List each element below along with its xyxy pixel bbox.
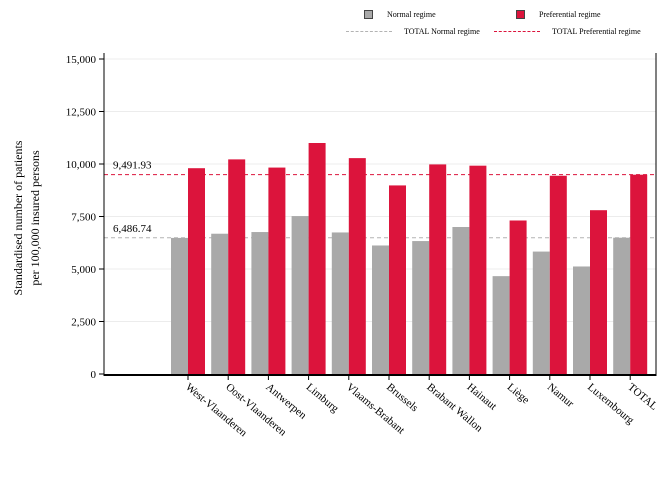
bars [171, 143, 648, 374]
x-tick-label: TOTAL [625, 381, 660, 413]
legend-preferential-regime: Preferential regime [516, 10, 601, 19]
bar-normal [532, 251, 550, 374]
legend-normal-regime: Normal regime [364, 10, 436, 19]
bar-normal [251, 232, 269, 374]
y-axis-title: Standardised number of patients [11, 140, 25, 295]
x-tick-label: Namur [545, 381, 576, 410]
x-tick-label: Brussels [384, 381, 420, 414]
bar-normal [211, 233, 229, 374]
y-tick-label: 0 [91, 369, 97, 381]
bar-preferential [228, 159, 246, 374]
legend-dash-preferential [494, 31, 540, 32]
reference-line-label: 9,491.93 [113, 160, 152, 172]
y-axis-title-line2: per 100,000 insured persons [28, 150, 42, 286]
x-tick-label: Limburg [304, 381, 341, 415]
legend-label-total-normal: TOTAL Normal regime [404, 27, 480, 36]
y-tick-label: 5,000 [71, 264, 96, 276]
legend-label-preferential: Preferential regime [539, 10, 601, 19]
bar-normal [613, 237, 631, 374]
bar-preferential [308, 143, 326, 374]
y-tick-label: 10,000 [66, 159, 97, 171]
legend-dash-normal [346, 31, 392, 32]
bar-preferential [549, 175, 567, 374]
legend-swatch-normal [364, 10, 373, 19]
bar-preferential [469, 165, 487, 374]
legend-label-normal: Normal regime [387, 10, 436, 19]
y-tick-label: 12,500 [66, 107, 97, 119]
bar-normal [573, 266, 590, 374]
bar-preferential [429, 164, 447, 374]
bar-preferential [188, 168, 205, 374]
bar-normal [492, 276, 510, 374]
bar-preferential [348, 158, 366, 374]
bar-preferential [268, 167, 286, 374]
bar-normal [171, 237, 188, 374]
bar-normal [452, 227, 470, 374]
x-tick-label: Hainaut [464, 381, 498, 413]
bar-normal [372, 245, 389, 374]
bar-normal [331, 232, 349, 374]
legend-total-preferential: TOTAL Preferential regime [494, 27, 641, 36]
legend-total-normal: TOTAL Normal regime [346, 27, 480, 36]
bar-preferential [590, 210, 607, 374]
y-tick-label: 7,500 [71, 212, 96, 224]
bar-normal [412, 241, 430, 374]
x-tick-label: Liège [505, 381, 532, 406]
y-tick-label: 2,500 [71, 317, 96, 329]
reference-line-label: 6,486.74 [113, 223, 152, 235]
legend-label-total-preferential: TOTAL Preferential regime [552, 27, 641, 36]
bar-preferential [630, 174, 648, 374]
legend-swatch-preferential [516, 10, 525, 19]
y-tick-label: 15,000 [66, 54, 97, 66]
bar-normal [291, 216, 309, 374]
reference-lines: 6,486.74 9,491.93 [104, 160, 656, 239]
bar-preferential [389, 185, 406, 374]
bar-preferential [509, 220, 527, 374]
